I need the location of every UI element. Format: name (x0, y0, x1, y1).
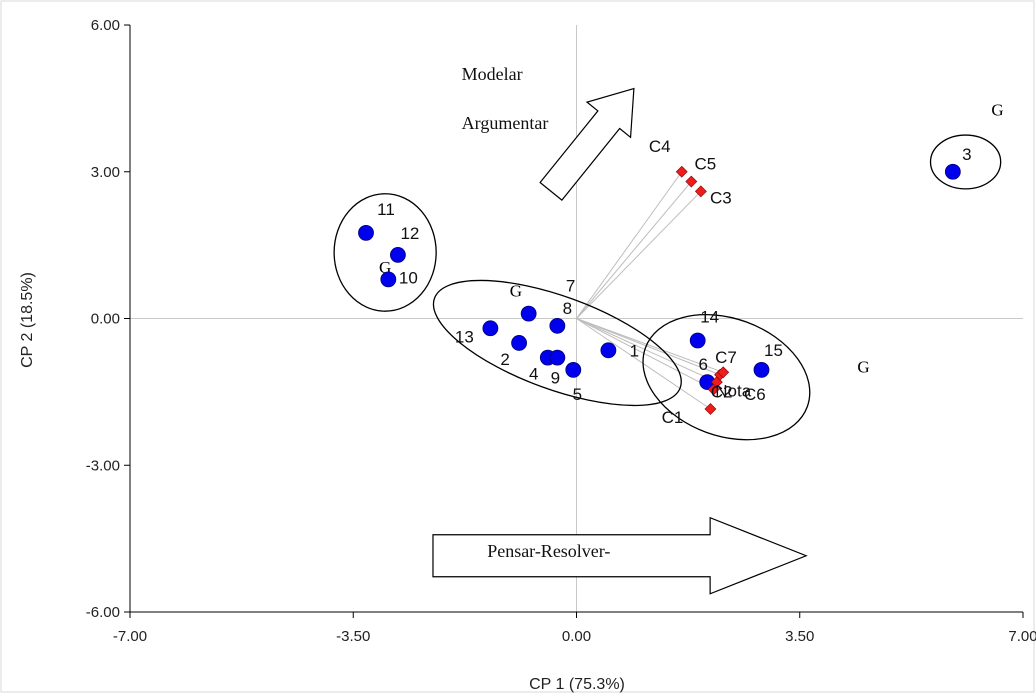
point-label: 7 (566, 277, 575, 296)
criterion-label: C7 (715, 348, 737, 367)
y-tick-label: -3.00 (86, 457, 120, 474)
point-label: 14 (700, 308, 719, 327)
x-axis-title: CP 1 (75.3%) (529, 676, 625, 693)
data-point (944, 163, 961, 180)
data-point (380, 271, 397, 288)
x-tick-label: -7.00 (113, 628, 147, 645)
data-point (600, 342, 617, 359)
y-tick-label: 3.00 (91, 164, 120, 181)
point-label: 3 (962, 145, 971, 164)
annotation-label: Modelar (462, 64, 523, 84)
loading-vector (576, 318, 724, 373)
block-arrow-up-right (539, 87, 635, 201)
point-label: 15 (764, 341, 783, 360)
criterion-label: C2 (711, 382, 733, 401)
point-label: 11 (377, 200, 395, 219)
y-tick-label: 0.00 (91, 311, 120, 328)
criterion-label: C4 (649, 137, 671, 156)
data-point (753, 361, 770, 378)
group-ellipse (432, 279, 682, 407)
loading-vector (576, 318, 714, 390)
data-point (549, 349, 566, 366)
point-label: 1 (630, 341, 639, 360)
y-axis-title: CP 2 (18.5%) (19, 272, 36, 368)
group-ellipse (929, 134, 1002, 190)
criterion-label: C1 (662, 408, 684, 427)
data-point (389, 247, 406, 263)
criterion-point (685, 175, 698, 188)
point-label: 12 (400, 224, 419, 243)
group-label: G (857, 357, 869, 376)
data-point (482, 320, 499, 337)
loading-vector (576, 318, 718, 383)
criterion-point (704, 403, 717, 415)
data-point (689, 332, 706, 349)
criterion-label: Nota (715, 381, 751, 400)
data-point (549, 317, 566, 334)
point-label: 4 (529, 365, 538, 384)
loading-vector (576, 318, 721, 376)
loading-vector (576, 181, 692, 319)
point-label: 13 (455, 327, 474, 346)
group-ellipse (333, 193, 437, 312)
data-point (520, 305, 537, 322)
point-label: 9 (551, 369, 560, 388)
loading-vector (576, 171, 683, 319)
x-tick-label: 0.00 (562, 628, 591, 645)
y-tick-label: -6.00 (86, 604, 120, 621)
annotation-label: Argumentar (462, 113, 549, 133)
criterion-point (675, 165, 688, 178)
criterion-label: C3 (710, 188, 732, 207)
point-label: 5 (573, 385, 582, 404)
criterion-label: C5 (694, 155, 716, 174)
group-label: G (510, 281, 522, 300)
y-tick-label: 6.00 (91, 17, 120, 34)
point-label: 10 (399, 268, 418, 287)
criterion-point (694, 185, 707, 198)
x-tick-label: -3.50 (336, 628, 370, 645)
point-label: 6 (699, 355, 708, 374)
loading-vector (576, 190, 702, 319)
annotation-label: Pensar-Resolver- (487, 541, 610, 561)
block-arrow-right (432, 516, 808, 595)
point-label: 8 (563, 299, 572, 318)
data-point (358, 224, 374, 241)
group-ellipse (642, 314, 811, 441)
group-label: G (991, 100, 1003, 119)
data-point (511, 335, 527, 351)
x-tick-label: 7.00 (1008, 628, 1036, 645)
data-point (565, 361, 582, 378)
criterion-label: C6 (744, 385, 766, 404)
point-label: 2 (500, 350, 509, 369)
x-tick-label: 3.50 (785, 628, 814, 645)
criterion-point (717, 366, 730, 379)
